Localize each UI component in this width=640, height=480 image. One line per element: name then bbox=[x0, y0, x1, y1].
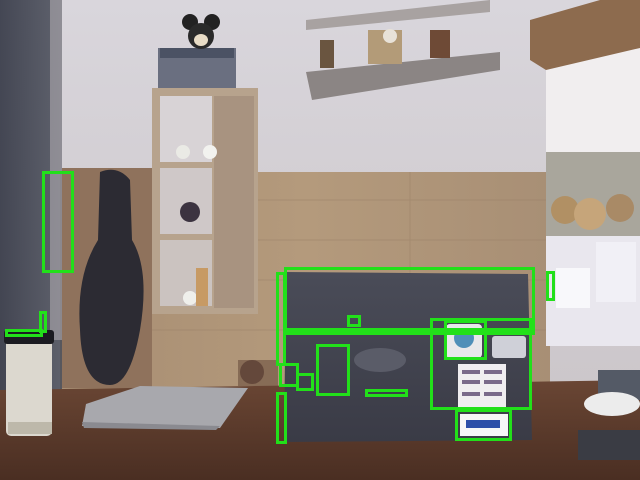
detection-box-3 bbox=[5, 329, 43, 337]
detection-box-8 bbox=[430, 318, 532, 410]
detection-box-14 bbox=[276, 392, 287, 444]
detection-box-15 bbox=[455, 409, 512, 441]
detection-box-1 bbox=[42, 171, 74, 273]
detection-box-13 bbox=[365, 389, 408, 397]
detection-box-2 bbox=[39, 311, 47, 333]
detection-box-5 bbox=[276, 272, 286, 366]
detection-box-7 bbox=[284, 329, 535, 335]
detection-box-16 bbox=[546, 271, 555, 301]
detection-box-6 bbox=[347, 315, 361, 327]
detection-box-9 bbox=[444, 320, 487, 360]
detection-box-12 bbox=[296, 373, 314, 391]
detection-box-10 bbox=[316, 344, 350, 396]
